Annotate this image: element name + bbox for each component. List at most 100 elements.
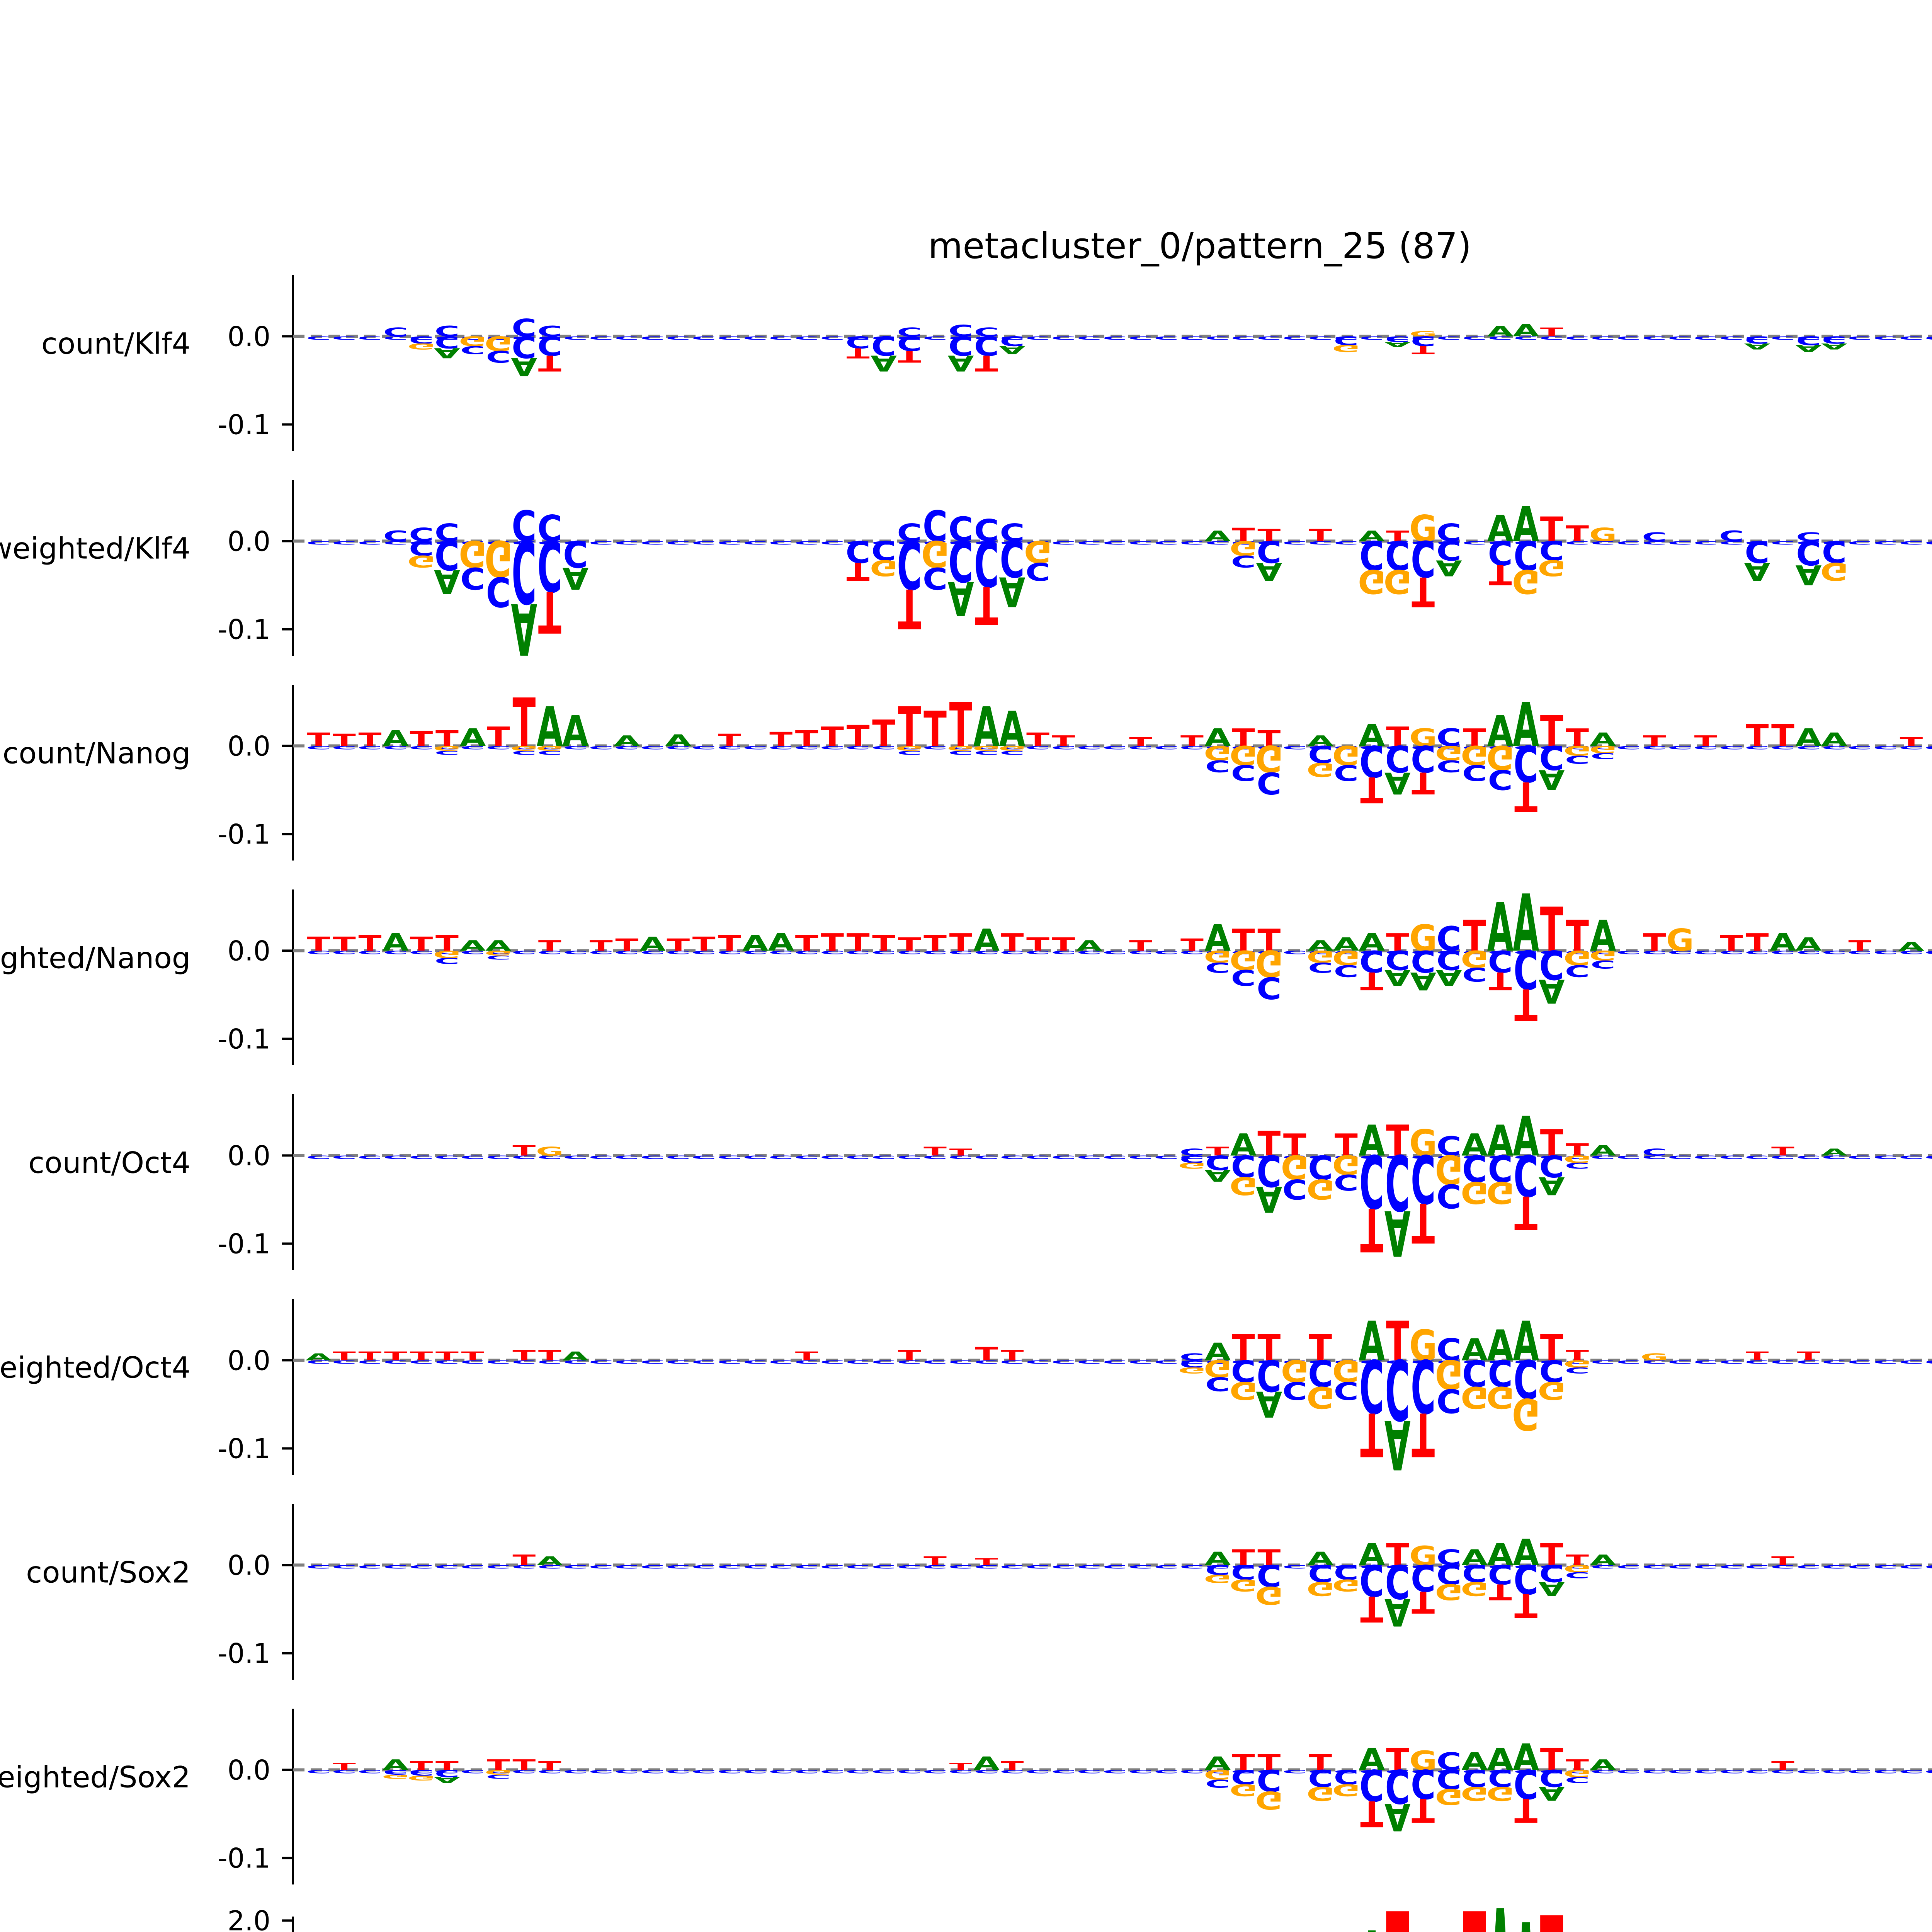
logo-letter: C — [1462, 1769, 1487, 1774]
logo-letter: C — [1539, 535, 1564, 566]
logo-letter: T — [307, 933, 330, 955]
logo-letter: G — [1178, 1161, 1206, 1170]
logo-letter: C — [948, 527, 973, 593]
logo-letter: C — [948, 750, 973, 756]
logo-letter: C — [409, 524, 434, 546]
logo-letter: A — [1898, 939, 1924, 954]
logo-letter: C — [486, 540, 511, 546]
logo-letter: C — [1514, 1769, 1538, 1774]
logo-letter: C — [1180, 1358, 1204, 1369]
logo-letter: C — [1925, 1359, 1932, 1365]
logo-letter: C — [1334, 1560, 1359, 1583]
y-tick-label: 0.0 — [228, 526, 270, 557]
logo-letter: C — [1334, 333, 1359, 347]
logo-letter: C — [460, 1769, 485, 1774]
logo-letter: A — [1513, 690, 1539, 760]
logo-letter: C — [1899, 1154, 1923, 1160]
logo-letter: A — [537, 1554, 563, 1568]
logo-letter: C — [1282, 745, 1307, 750]
logo-letter: A — [1590, 1551, 1616, 1568]
logo-letter: A — [1384, 1196, 1411, 1269]
logo-letter: C — [1205, 949, 1230, 955]
logo-letter: T — [1566, 723, 1589, 752]
logo-letter: C — [1488, 1147, 1512, 1190]
logo-letter: G — [485, 1768, 512, 1776]
logo-letter: T — [847, 719, 870, 753]
y-tick-label: 0.0 — [228, 730, 270, 762]
logo-letter: C — [1847, 540, 1872, 546]
logo-letter: G — [1820, 557, 1848, 585]
logo-letter: T — [512, 1347, 536, 1364]
logo-letter: C — [1205, 1564, 1230, 1570]
logo-letter: T — [1412, 765, 1435, 801]
logo-letter: C — [1257, 1359, 1281, 1365]
ic-letter: T — [1694, 1930, 1718, 1932]
logo-letter: C — [1462, 760, 1487, 785]
logo-letter: A — [1821, 1146, 1847, 1158]
logo-letter: T — [898, 577, 921, 640]
logo-letter: C — [1385, 1154, 1410, 1160]
logo-letter: C — [1385, 1769, 1410, 1774]
logo-letter: A — [1744, 342, 1771, 351]
logo-letter: C — [537, 1359, 562, 1365]
logo-letter: T — [1720, 931, 1743, 956]
logo-letter: C — [1514, 1556, 1538, 1602]
logo-letter: A — [1796, 934, 1822, 955]
logo-letter: C — [743, 1154, 767, 1160]
logo-letter: C — [409, 1359, 434, 1365]
logo-letter: C — [1026, 557, 1050, 585]
logo-letter: A — [1359, 1537, 1385, 1572]
logo-letter: C — [974, 540, 999, 546]
logo-letter: T — [1257, 1124, 1281, 1163]
logo-letter: C — [1590, 1359, 1615, 1365]
logo-letter: T — [1335, 1128, 1358, 1163]
logo-letter: C — [563, 532, 588, 575]
logo-letter: T — [1746, 1349, 1769, 1363]
logo-letter: C — [1437, 1177, 1461, 1214]
logo-letter: G — [1306, 1577, 1334, 1599]
logo-letter: A — [1796, 723, 1822, 752]
logo-letter: C — [923, 1564, 947, 1570]
y-tick-label: 0.0 — [228, 1140, 270, 1172]
logo-letter: C — [1899, 335, 1923, 341]
logo-letter: C — [1231, 335, 1256, 341]
logo-letter: G — [1204, 1355, 1231, 1382]
logo-letter: T — [795, 1349, 818, 1363]
logo-letter: C — [948, 510, 973, 549]
logo-letter: C — [1796, 745, 1821, 750]
logo-letter: C — [743, 335, 767, 341]
logo-letter: C — [1745, 540, 1769, 546]
logo-letter: T — [898, 934, 921, 955]
logo-letter: C — [1128, 1359, 1153, 1365]
logo-letter: C — [563, 1154, 588, 1160]
logo-letter: G — [1358, 562, 1386, 600]
logo-letter: C — [1822, 745, 1847, 750]
logo-letter: C — [1796, 1359, 1821, 1365]
logo-letter: T — [667, 935, 690, 955]
logo-letter: C — [383, 325, 408, 339]
logo-letter: C — [1231, 1359, 1256, 1365]
logo-letter: C — [666, 1359, 690, 1365]
logo-letter: T — [923, 931, 947, 956]
logo-letter: C — [1334, 1765, 1359, 1788]
logo-letter: C — [948, 949, 973, 955]
logo-letter: C — [1693, 1154, 1718, 1160]
logo-letter: C — [1077, 1769, 1102, 1774]
logo-letter: C — [1411, 1154, 1435, 1160]
logo-letter: C — [897, 1359, 922, 1365]
logo-letter: C — [1257, 1769, 1281, 1774]
logo-letter: T — [1206, 1144, 1229, 1158]
logo-letter: C — [1334, 540, 1359, 546]
y-tick-label: -0.1 — [218, 819, 270, 850]
logo-letter: T — [1540, 1537, 1563, 1572]
logo-letter: C — [332, 1359, 357, 1365]
logo-letter: C — [1514, 745, 1538, 750]
logo-letter: A — [434, 345, 460, 361]
logo-letter: C — [794, 1154, 819, 1160]
logo-letter: A — [639, 933, 666, 955]
logo-letter: G — [1563, 946, 1591, 969]
logo-letter: C — [1616, 1359, 1641, 1365]
logo-letter: C — [1154, 335, 1179, 341]
logo-letter: A — [1384, 965, 1411, 990]
logo-letter: C — [1000, 333, 1024, 349]
